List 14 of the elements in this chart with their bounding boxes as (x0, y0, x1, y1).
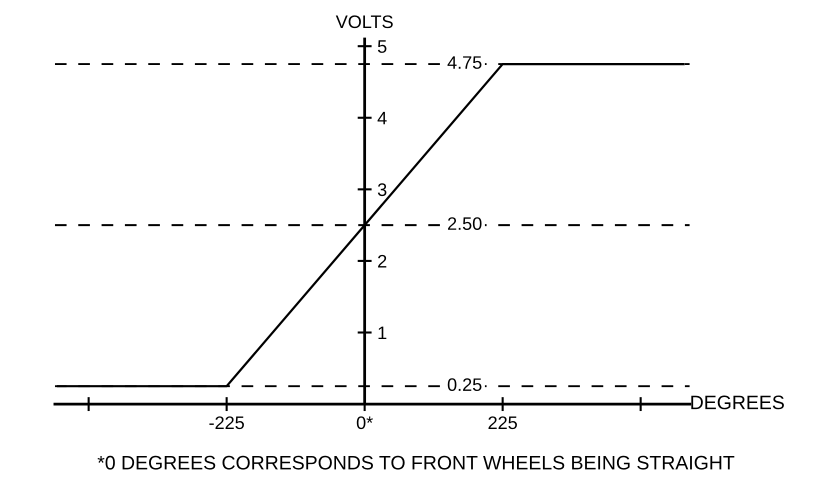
y-axis-title: VOLTS (336, 15, 393, 28)
y-tick-label: 1 (378, 326, 386, 340)
y-tick-label: 5 (378, 40, 386, 53)
ref-line-label: 0.25 (448, 378, 482, 392)
x-tick-label: -225 (209, 416, 244, 430)
y-tick-label: 3 (378, 183, 386, 196)
y-tick-label: 4 (378, 112, 387, 124)
x-tick-label: 225 (488, 416, 517, 430)
ref-line-label: 2.50 (448, 217, 482, 230)
text: *0 DEGREES CORRESPONDS TO FRONT WHEELS BEING STRAIGHT (98, 456, 734, 470)
y-tick-label: 2 (378, 254, 386, 268)
ref-line-label: 4.75 (448, 56, 482, 69)
x-tick-label: 0* (356, 416, 373, 430)
x-axis-title: DEGREES (691, 396, 784, 410)
